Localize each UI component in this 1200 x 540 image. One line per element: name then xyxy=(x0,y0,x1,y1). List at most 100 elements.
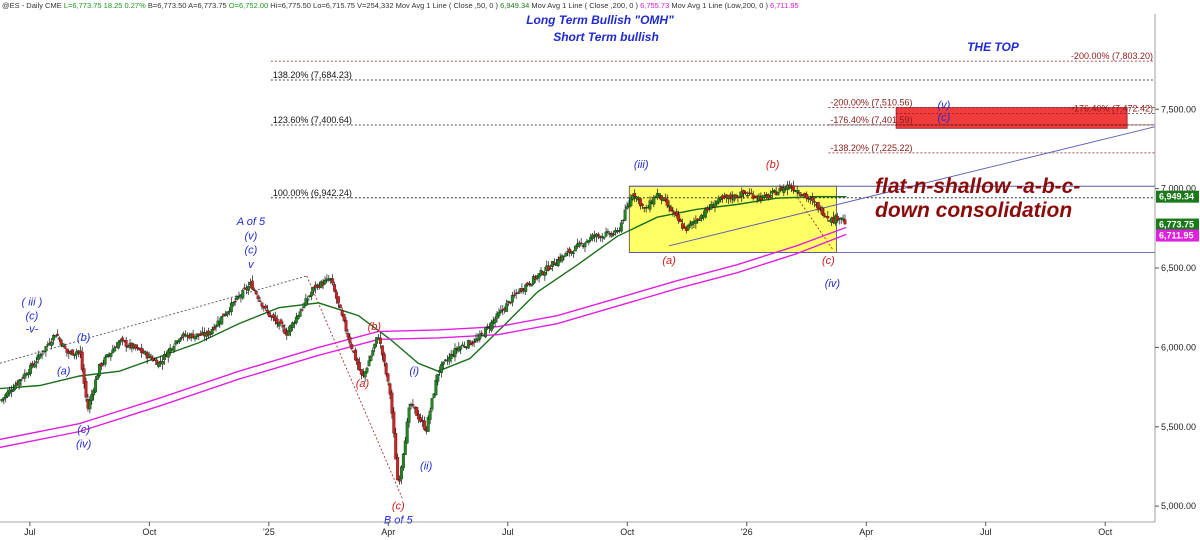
candle-body xyxy=(178,338,182,342)
candle-body xyxy=(596,234,600,236)
candle-body xyxy=(543,272,547,276)
header-part: 6,711.95 xyxy=(768,1,799,10)
candle-body xyxy=(442,361,445,365)
wave-label: ( iii ) xyxy=(21,296,42,308)
header-part: Mov Avg 1 Line (Low,200, 0 ) xyxy=(669,1,768,10)
long-term-title: Long Term Bullish "OMH" xyxy=(526,13,674,27)
candle-body xyxy=(768,194,772,197)
candle-body xyxy=(763,195,767,198)
candle-body xyxy=(235,296,239,300)
candle-body xyxy=(484,327,488,338)
candle-body xyxy=(600,235,604,239)
candle-body xyxy=(292,322,296,325)
candle-body xyxy=(822,212,826,217)
candle-body xyxy=(470,343,474,345)
candle-body xyxy=(97,363,101,376)
candle-body xyxy=(562,255,566,258)
candle-body xyxy=(388,383,392,395)
candle-body xyxy=(90,394,94,401)
candle-body xyxy=(367,360,371,367)
header-part: 18.25 xyxy=(102,1,123,10)
short-term-title: Short Term bullish xyxy=(553,30,659,44)
price-tag-box xyxy=(1156,218,1199,231)
candle-body xyxy=(826,216,830,219)
candle-body xyxy=(333,284,337,292)
candle-body xyxy=(120,337,124,341)
candle-body xyxy=(229,302,233,313)
candle-body xyxy=(795,190,799,193)
candle-body xyxy=(669,206,673,212)
candle-body xyxy=(564,253,568,257)
candle-body xyxy=(373,343,377,349)
fibonacci-levels: -200.00% (7,803.20) 138.20% (7,684.23) -20… xyxy=(270,51,1155,199)
wave-label: (c) xyxy=(25,311,38,323)
candle-body xyxy=(738,196,742,198)
candle-body xyxy=(461,344,465,347)
fib-level-label: 138.20% (7,684.23) xyxy=(273,70,352,80)
candle-body xyxy=(665,199,669,206)
header-part: B=6,773.50 xyxy=(146,1,187,10)
wave-label: (i) xyxy=(409,365,419,377)
candle-body xyxy=(220,316,224,325)
candle-body xyxy=(746,195,749,197)
wave-label: (iv) xyxy=(76,438,92,450)
candle-body xyxy=(602,236,606,239)
fib-level-label: -176.40% (7,472.42) xyxy=(1071,104,1153,114)
candle-body xyxy=(640,203,644,206)
candle-body xyxy=(50,341,54,346)
header-part: @ES - Daily CME xyxy=(2,1,62,10)
trend-line xyxy=(668,126,1156,247)
candle-body xyxy=(193,335,197,340)
candle-body xyxy=(113,347,117,352)
price-tags: 6,949.34 6,773.756,711.95 xyxy=(1156,190,1199,242)
candle-body xyxy=(759,196,763,201)
candle-body xyxy=(405,421,409,444)
chart-header: @ES - Daily CME L=6,773.75 18.25 0.27% B… xyxy=(2,1,799,10)
candle-body xyxy=(42,350,46,353)
candle-body xyxy=(616,230,619,233)
candle-body xyxy=(572,252,575,254)
candle-body xyxy=(363,371,367,378)
candle-body xyxy=(306,298,310,301)
candle-body xyxy=(327,279,331,281)
candle-body xyxy=(770,191,774,194)
wave-label: (c) xyxy=(392,500,405,512)
candle-body xyxy=(44,346,48,352)
candle-body xyxy=(579,242,583,245)
candle-body xyxy=(587,240,591,243)
candle-body xyxy=(422,420,426,430)
x-tick-label: '26 xyxy=(741,527,753,537)
header-part: 0.27% xyxy=(122,1,146,10)
candle-body xyxy=(365,367,369,373)
wave-label: (a) xyxy=(356,378,370,390)
candle-body xyxy=(591,234,595,239)
header-part: Mov Avg 1 Line ( Close ,200, 0 ) xyxy=(529,1,638,10)
candle-body xyxy=(772,190,776,192)
candle-body xyxy=(656,192,660,199)
candle-body xyxy=(281,325,285,328)
candle-body xyxy=(111,349,115,353)
candle-body xyxy=(308,295,312,298)
candle-body xyxy=(300,309,304,311)
header-part: 6,755.73 xyxy=(638,1,669,10)
candle-body xyxy=(273,316,277,321)
consolidation-title-1: flat-n-shallow -a-b-c- xyxy=(875,175,1080,198)
candle-body xyxy=(291,322,294,328)
candle-body xyxy=(472,341,476,344)
candle-body xyxy=(369,355,373,361)
candle-body xyxy=(552,262,556,265)
candle-body xyxy=(266,309,270,313)
candle-body xyxy=(271,314,275,319)
candle-body xyxy=(264,305,268,309)
candle-body xyxy=(480,332,484,335)
candle-body xyxy=(73,353,77,357)
candle-body xyxy=(658,193,661,196)
candle-body xyxy=(157,361,161,367)
fib-level-label: 123.60% (7,400.64) xyxy=(273,115,352,125)
candle-body xyxy=(742,190,746,194)
target-zone-box xyxy=(895,107,1128,129)
candle-body xyxy=(549,268,553,270)
candle-body xyxy=(417,414,421,420)
candle-body xyxy=(258,300,262,302)
candle-body xyxy=(411,404,415,406)
